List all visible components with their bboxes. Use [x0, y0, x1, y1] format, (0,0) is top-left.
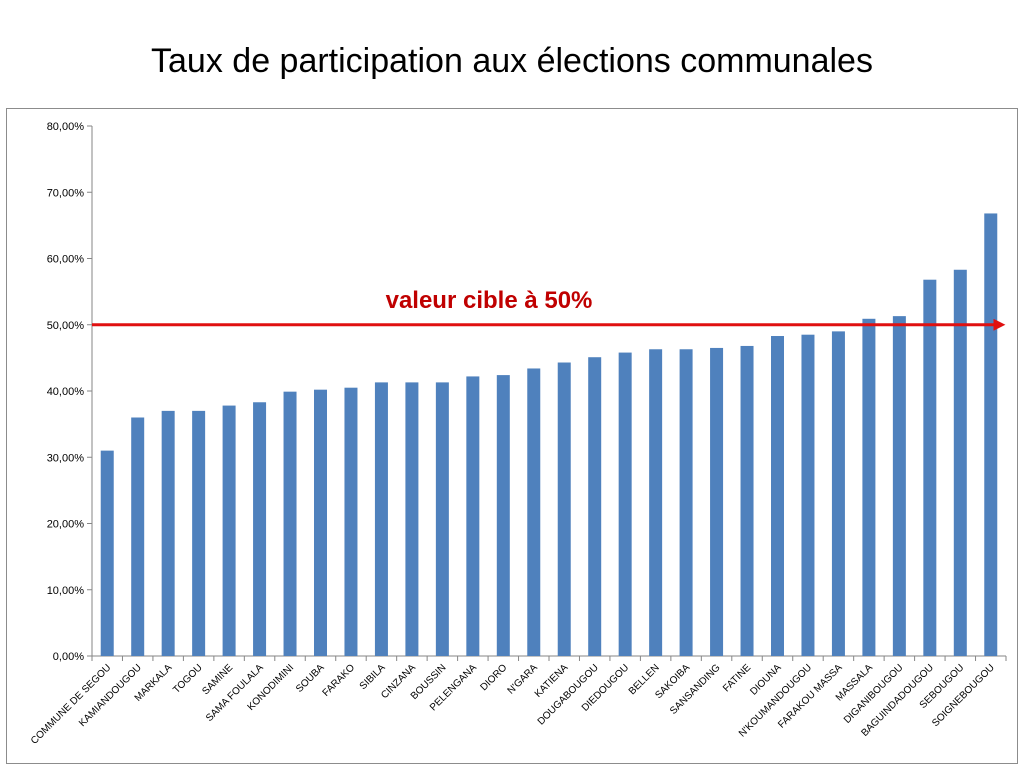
bar	[527, 368, 541, 656]
bar	[892, 316, 906, 656]
y-tick-label: 70,00%	[47, 187, 85, 199]
bar	[100, 450, 114, 656]
bar	[801, 334, 815, 656]
bar	[496, 375, 510, 656]
y-tick-label: 40,00%	[47, 386, 85, 398]
bar	[831, 331, 845, 656]
bar	[771, 336, 784, 656]
bar	[618, 352, 632, 656]
bar	[131, 417, 145, 656]
bar	[953, 269, 967, 656]
bar	[435, 382, 449, 656]
y-tick-label: 30,00%	[47, 452, 85, 464]
y-tick-label: 0,00%	[53, 651, 84, 663]
bar	[374, 382, 388, 656]
bar	[192, 410, 206, 656]
category-label: FARAKO	[321, 662, 358, 699]
category-label: SIBILA	[358, 662, 388, 692]
bar	[679, 349, 693, 656]
y-tick-label: 50,00%	[47, 320, 85, 332]
bar	[253, 402, 267, 656]
bar	[283, 391, 297, 656]
bar-chart: 0,00% 10,00% 20,00% 30,00% 40,00% 50,00% 60,00…	[29, 121, 1007, 747]
target-label: valeur cible à 50%	[386, 287, 593, 314]
bar	[740, 345, 754, 656]
bar	[557, 362, 571, 656]
category-label: TOGOU	[171, 662, 205, 696]
bar	[862, 318, 876, 656]
bar	[222, 405, 236, 656]
bar	[405, 382, 419, 656]
bar	[649, 349, 663, 656]
bar	[344, 387, 358, 656]
bar	[710, 347, 724, 656]
y-tick-label: 20,00%	[47, 519, 85, 531]
chart-area: 0,00% 10,00% 20,00% 30,00% 40,00% 50,00% 60,00…	[6, 108, 1018, 764]
y-tick-label: 10,00%	[47, 585, 85, 597]
bar	[984, 213, 998, 656]
y-tick-label: 80,00%	[47, 121, 85, 133]
bar	[314, 389, 327, 656]
bar	[923, 279, 937, 656]
slide-title: Taux de participation aux élections comm…	[151, 42, 873, 80]
bar	[161, 410, 175, 656]
bar	[588, 357, 602, 656]
bar	[466, 376, 480, 656]
y-tick-label: 60,00%	[47, 254, 85, 266]
